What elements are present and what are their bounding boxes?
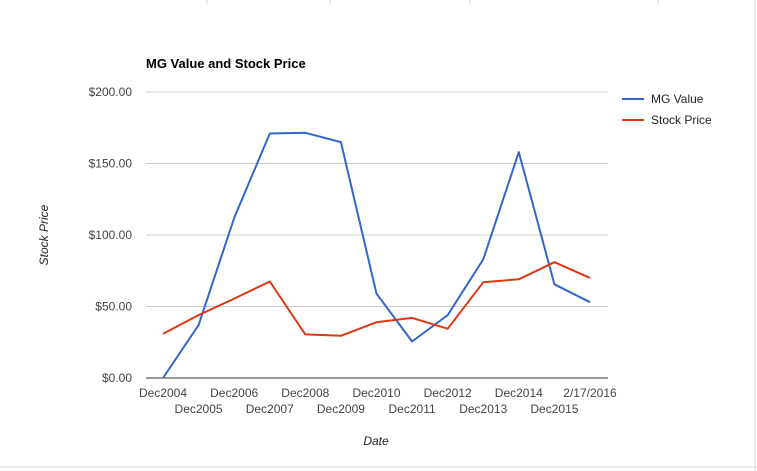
x-tick-label: 2/17/2016 — [563, 386, 617, 400]
x-tick-labels: Dec2004 Dec2005 Dec2006 Dec2007 Dec2008 Dec20… — [139, 386, 617, 416]
y-axis-title: Stock Price — [37, 204, 51, 265]
x-tick-label: Dec2005 — [175, 402, 223, 416]
x-tick-label: Dec2009 — [317, 402, 365, 416]
x-tick-label: Dec2004 — [139, 386, 187, 400]
x-tick-label: Dec2007 — [246, 402, 294, 416]
y-tick-label: $50.00 — [95, 300, 132, 314]
legend-label: MG Value — [651, 92, 704, 106]
x-tick-label: Dec2011 — [389, 402, 436, 416]
y-tick-labels: $0.00 $50.00 $100.00 $150.00 $200.00 — [89, 85, 133, 385]
y-tick-label: $200.00 — [89, 85, 133, 99]
y-tick-label: $0.00 — [102, 371, 132, 385]
x-tick-label: Dec2006 — [210, 386, 258, 400]
y-tick-label: $100.00 — [89, 228, 133, 242]
y-gridlines — [146, 91, 608, 379]
x-tick-label: Dec2015 — [530, 402, 578, 416]
x-tick-label: Dec2012 — [424, 386, 472, 400]
x-tick-label: Dec2013 — [459, 402, 507, 416]
x-tick-label: Dec2010 — [352, 386, 400, 400]
series-line-mg-value — [162, 131, 591, 379]
series-lines — [162, 131, 591, 379]
legend-label: Stock Price — [651, 113, 712, 127]
chart-title: MG Value and Stock Price — [146, 56, 306, 71]
y-tick-label: $150.00 — [89, 157, 133, 171]
x-tick-label: Dec2014 — [495, 386, 543, 400]
x-axis-title: Date — [363, 434, 389, 448]
legend: MG Value Stock Price — [622, 92, 712, 127]
x-tick-label: Dec2008 — [281, 386, 329, 400]
series-line-stock-price — [162, 261, 591, 337]
